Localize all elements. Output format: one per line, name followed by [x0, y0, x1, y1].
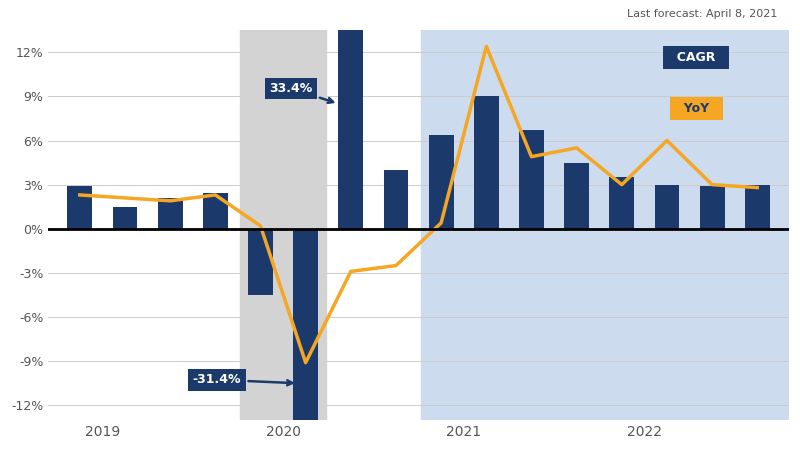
- Bar: [610, 177, 634, 229]
- Bar: [745, 184, 770, 229]
- Bar: [654, 184, 679, 229]
- Text: Last forecast: April 8, 2021: Last forecast: April 8, 2021: [627, 9, 778, 19]
- Bar: [240, 30, 326, 420]
- Bar: [113, 207, 138, 229]
- Bar: [564, 162, 589, 229]
- Bar: [338, 0, 363, 229]
- Bar: [294, 229, 318, 450]
- Text: 33.4%: 33.4%: [270, 82, 333, 103]
- Text: CAGR: CAGR: [668, 51, 724, 64]
- Bar: [429, 135, 454, 229]
- Bar: [474, 96, 498, 229]
- Bar: [421, 30, 788, 420]
- Text: YoY: YoY: [675, 102, 718, 115]
- Bar: [248, 229, 273, 295]
- Text: -31.4%: -31.4%: [193, 373, 292, 386]
- Bar: [158, 198, 182, 229]
- Bar: [67, 186, 92, 229]
- Bar: [700, 186, 725, 229]
- Bar: [203, 194, 228, 229]
- Bar: [519, 130, 544, 229]
- Bar: [383, 170, 408, 229]
